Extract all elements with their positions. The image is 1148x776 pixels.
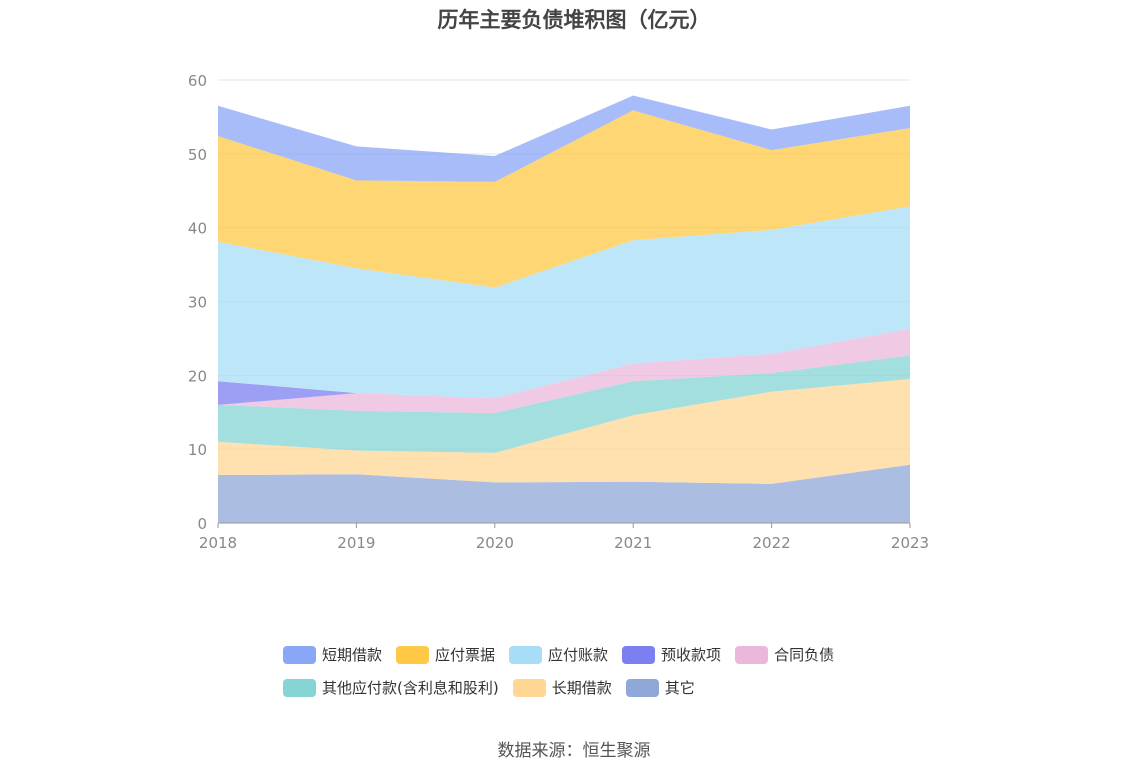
area-series [218,328,910,413]
area-series [218,464,910,523]
legend-label: 应付票据 [435,646,496,664]
legend-item[interactable]: 合同负债 [735,644,834,665]
legend-swatch [283,645,316,664]
area-series-layer [218,95,910,523]
x-tick-label: 2021 [614,534,652,552]
legend-item[interactable]: 预收款项 [622,644,721,665]
legend-item[interactable]: 应付票据 [396,644,495,665]
legend-item[interactable]: 其它 [625,677,695,698]
area-series [218,379,910,484]
chart-title: 历年主要负债堆积图（亿元） [437,8,711,32]
legend-label: 其它 [664,679,695,697]
area-series [218,206,910,399]
area-series [218,110,910,288]
legend-label: 应付账款 [548,646,609,664]
x-tick-label: 2022 [753,534,791,552]
x-tick-label: 2020 [476,534,514,552]
legend-label: 短期借款 [322,646,383,664]
y-tick-label: 10 [188,441,207,459]
legend-label: 长期借款 [551,679,612,697]
y-tick-label: 50 [188,146,207,164]
y-tick-label: 40 [188,220,207,238]
legend-swatch [622,645,656,664]
legend-item[interactable]: 短期借款 [283,644,382,665]
legend-item[interactable]: 其他应付款(含利息和股利) [283,677,499,698]
legend-item[interactable]: 长期借款 [512,677,612,698]
legend-row: 短期借款 应付票据 应付账款 预收款项 合同负债 [283,638,903,671]
area-series [218,328,910,405]
legend-swatch [625,678,659,697]
y-tick-label: 60 [188,72,207,90]
legend-swatch [283,678,316,697]
legend-item[interactable]: 应付账款 [509,644,608,665]
y-tick-label: 0 [197,515,207,533]
area-series [218,355,910,453]
y-tick-label: 20 [188,367,207,385]
x-tick-label: 2019 [337,534,375,552]
legend-label: 其他应付款(含利息和股利) [322,679,499,697]
x-tick-label: 2023 [891,534,929,552]
legend-swatch [735,645,769,664]
legend-swatch [512,678,546,697]
data-source-note: 数据来源：恒生聚源 [497,741,651,761]
legend-label: 合同负债 [774,646,835,664]
legend-swatch [509,645,543,664]
x-tick-label: 2018 [199,534,237,552]
legend-row: 其他应付款(含利息和股利) 长期借款 其它 [283,671,903,704]
stacked-area-chart: 0 10 20 30 40 50 60 2018 2019 2020 2021 2022 2023 [188,72,929,552]
legend-label: 预收款项 [661,646,722,664]
y-tick-label: 30 [188,294,207,312]
legend: 短期借款 应付票据 应付账款 预收款项 合同负债 其他应付款(含利息和股利) 长期借款 其它 [283,638,903,704]
area-series [218,95,910,182]
axes: 0 10 20 30 40 50 60 2018 2019 2020 2021 2022 2023 [188,72,929,552]
legend-swatch [396,645,430,664]
